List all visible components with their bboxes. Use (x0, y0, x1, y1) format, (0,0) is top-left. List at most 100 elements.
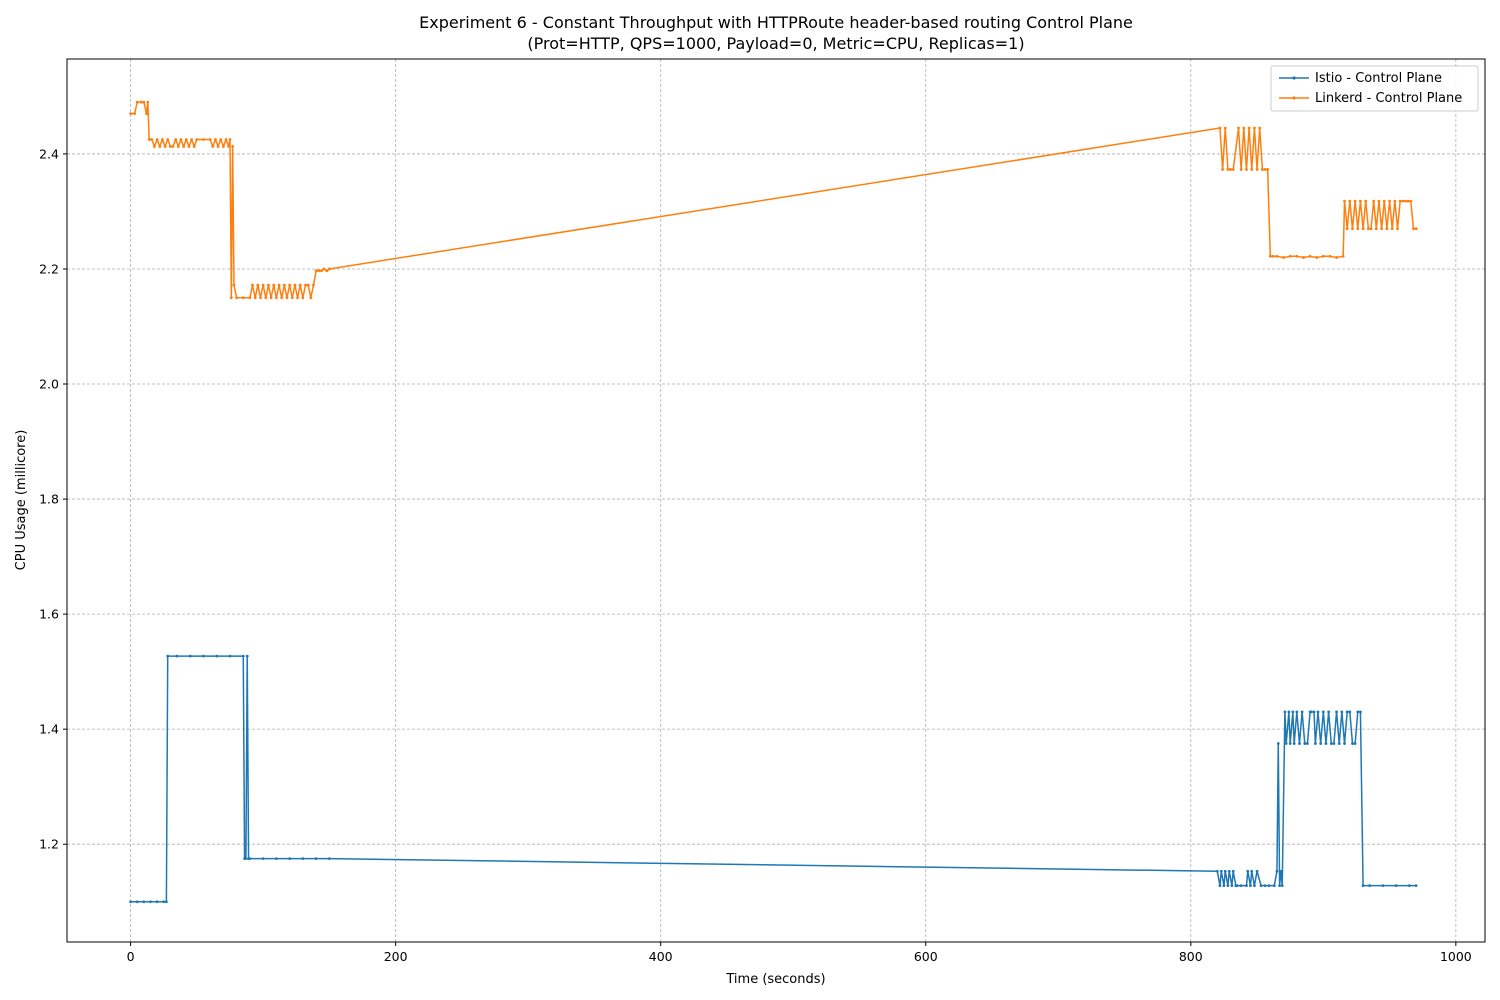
data-point (1404, 199, 1407, 203)
legend: Istio - Control Plane Linkerd - Control … (1270, 65, 1479, 112)
data-point (146, 100, 150, 104)
data-point (1359, 199, 1362, 203)
data-point (1324, 742, 1328, 745)
data-point (1351, 742, 1354, 745)
data-point (241, 296, 245, 300)
data-point (272, 283, 276, 287)
data-point (168, 145, 172, 148)
data-point (1255, 869, 1259, 873)
data-point (224, 138, 228, 141)
data-point (1231, 168, 1235, 171)
data-point (1298, 742, 1301, 745)
data-point (253, 296, 257, 300)
data-point (296, 296, 299, 300)
data-point (162, 900, 166, 904)
data-point (176, 145, 180, 148)
data-point (1343, 199, 1346, 203)
data-point (1239, 884, 1243, 888)
data-point (1282, 256, 1285, 259)
data-point (280, 296, 284, 300)
data-point (1341, 254, 1345, 258)
data-point (184, 138, 188, 141)
data-point (1361, 227, 1365, 231)
data-point (277, 283, 281, 287)
data-point (1223, 126, 1227, 130)
data-point (221, 145, 225, 148)
data-point (1221, 168, 1224, 171)
y-tick-label: 2.0 (39, 377, 59, 392)
data-point (171, 145, 175, 148)
data-point (214, 138, 217, 141)
data-point (320, 269, 323, 273)
data-point (1253, 884, 1256, 888)
data-point (187, 145, 191, 148)
data-point (1406, 199, 1410, 203)
data-point (1321, 254, 1325, 258)
data-point (1372, 199, 1376, 203)
data-point (1229, 168, 1232, 171)
data-point (301, 857, 305, 860)
data-point (1242, 126, 1246, 130)
data-point (1377, 199, 1381, 203)
data-point (282, 283, 286, 287)
legend-marker-istio (1292, 76, 1296, 80)
data-point (1414, 227, 1418, 231)
data-point (1263, 884, 1267, 888)
data-point (1226, 168, 1230, 171)
data-point (1271, 254, 1275, 258)
data-point (325, 269, 329, 273)
data-point (1255, 168, 1259, 171)
data-point (139, 100, 143, 104)
data-point (145, 112, 148, 116)
data-point (1356, 710, 1360, 714)
data-point (317, 269, 321, 273)
data-point (1385, 227, 1389, 231)
data-point (1215, 869, 1219, 873)
data-point (216, 145, 220, 148)
data-point (1345, 710, 1349, 714)
data-point (1272, 884, 1276, 888)
x-tick-label: 1000 (1440, 949, 1472, 964)
data-point (135, 100, 139, 104)
y-tick-label: 1.8 (39, 492, 59, 507)
data-point (235, 296, 239, 300)
data-point (1268, 254, 1272, 258)
data-point (1412, 227, 1415, 231)
data-point (1227, 869, 1231, 873)
legend-box (1270, 65, 1479, 112)
data-point (1390, 227, 1394, 231)
data-point (1259, 884, 1263, 888)
data-point (309, 296, 313, 300)
series-layer (129, 100, 1418, 904)
plot-frame (66, 58, 1486, 943)
x-tick-label: 800 (1179, 949, 1203, 964)
data-point (1328, 254, 1332, 258)
data-point (153, 145, 156, 148)
data-point (1332, 742, 1336, 745)
data-point (1284, 742, 1288, 745)
data-point (1327, 710, 1331, 714)
data-point (261, 857, 265, 860)
data-point (1353, 199, 1357, 203)
grid (67, 59, 1485, 942)
data-point (1302, 256, 1305, 259)
data-point (274, 857, 278, 860)
data-point (259, 296, 262, 300)
chart-title: Experiment 6 - Constant Throughput with … (419, 13, 1133, 32)
y-tick-label: 1.2 (39, 837, 59, 852)
data-point (229, 296, 233, 300)
data-point (1348, 199, 1352, 203)
data-point (231, 145, 235, 148)
data-point (1348, 710, 1352, 714)
data-point (1276, 742, 1280, 745)
series-1 (129, 100, 1418, 300)
data-point (129, 900, 133, 904)
data-point (166, 654, 170, 658)
data-point (245, 654, 249, 658)
data-point (133, 112, 136, 116)
data-point (1253, 126, 1256, 130)
data-point (1278, 884, 1281, 888)
